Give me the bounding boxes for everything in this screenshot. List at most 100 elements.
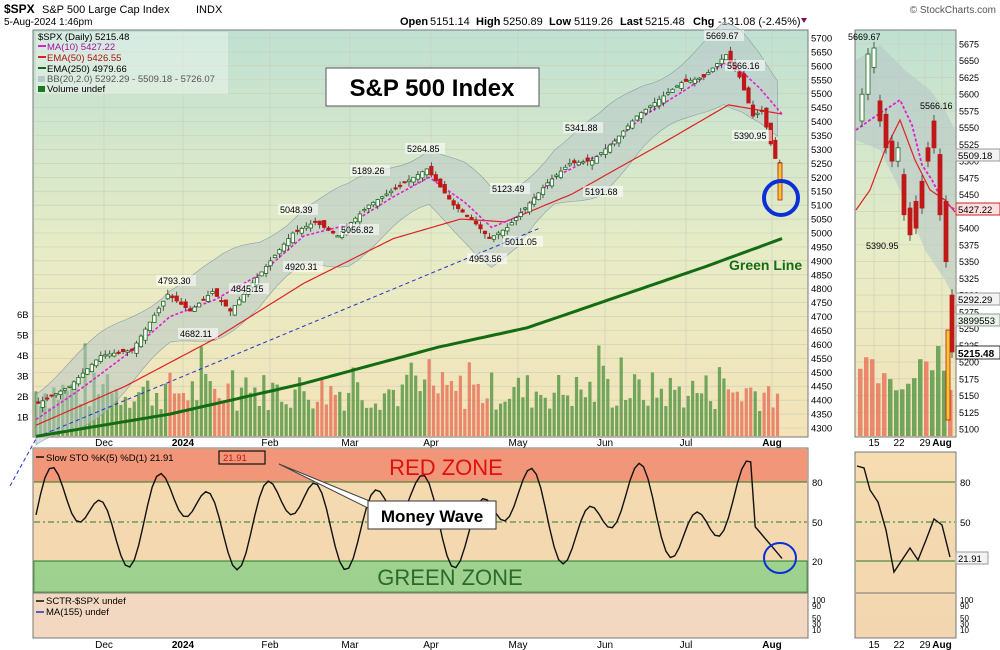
green-zone-label: GREEN ZONE [377, 565, 522, 590]
zoom-label-peak: 5669.67 [848, 32, 881, 42]
volume-bar [266, 410, 270, 436]
volume-tick-label: 5B [17, 331, 29, 342]
zoom-x-label: 15 [868, 438, 880, 449]
candle-body [469, 217, 474, 220]
volume-tick-label: 3B [17, 372, 29, 383]
candle-body [585, 157, 590, 162]
volume-bar [601, 365, 605, 436]
candle-body [514, 217, 519, 222]
volume-bar [592, 401, 596, 436]
candle-body [429, 165, 434, 176]
volume-bar [579, 389, 583, 436]
money-wave-box [367, 500, 497, 530]
candle-body [192, 306, 197, 312]
candle-body [161, 300, 166, 307]
candle-body [219, 300, 224, 303]
low-label: Low [549, 16, 571, 28]
price-label: 4845.15 [231, 284, 264, 294]
candle-body [496, 232, 501, 236]
zoom-sctr-tick-label: 30 [960, 620, 969, 629]
price-label: 5123.49 [492, 184, 525, 194]
zoom-candle [877, 100, 883, 122]
candle-body [357, 213, 362, 223]
green-zone [33, 560, 808, 593]
volume-bar [543, 397, 547, 436]
candle-body [196, 302, 202, 308]
candle-body [322, 220, 327, 228]
volume-bar [565, 395, 570, 436]
candle-body [389, 190, 394, 194]
volume-bar [431, 385, 436, 436]
candle-body [165, 293, 170, 300]
candle-body [121, 348, 126, 352]
volume-bar [342, 410, 346, 436]
candle-body [616, 135, 622, 144]
volume-bar [114, 389, 119, 436]
zoom-x-label: 15 [868, 640, 880, 650]
candle-body [500, 229, 505, 237]
zoom-candle [895, 147, 901, 162]
candle-body [40, 400, 45, 408]
price-labels: 4793.30 4682.11 5048.39 4845.15 4920.31 5189.… [156, 30, 772, 339]
candle-body [62, 388, 68, 391]
volume-bar [409, 362, 413, 436]
volume-bar [297, 377, 302, 436]
candle-body [228, 308, 233, 312]
volume-bar [387, 389, 391, 436]
candle-body [290, 232, 295, 244]
price-tick-label: 4900 [811, 256, 832, 267]
volume-bar [668, 377, 672, 436]
zoom-stoch-50: 50 [960, 518, 971, 529]
candle-body [76, 377, 81, 385]
sctr-tick-label: 90 [812, 602, 821, 611]
volume-bar [494, 409, 498, 436]
candle-body [764, 107, 769, 128]
zoom-candles [859, 42, 955, 421]
volume-bar [427, 359, 431, 436]
legend-volume: Volume undef [47, 84, 105, 95]
candle-body [456, 204, 461, 210]
price-tick-label: 5550 [811, 75, 832, 86]
volume-tick-label: 1B [17, 413, 29, 424]
zoom-x-label: 22 [893, 438, 905, 449]
candle-body [174, 295, 179, 302]
candle-body [420, 171, 425, 179]
candle-body [759, 109, 764, 112]
sctr-tick-label: 10 [812, 626, 821, 635]
volume-bar [369, 407, 373, 436]
volume-bar [141, 386, 145, 436]
candle-body [330, 230, 336, 234]
zoom-price-tick-label: 5525 [959, 140, 979, 150]
candle-body [438, 178, 443, 188]
candle-body [549, 178, 555, 187]
price-legend: $SPX (Daily) 5215.48 MA(10) 5427.22 EMA(… [36, 32, 228, 95]
volume-bar [574, 376, 579, 436]
x-label: Jun [597, 640, 613, 650]
volume-bar [749, 387, 753, 436]
candle-body [183, 301, 188, 309]
candle-body [201, 298, 206, 301]
candle-body [612, 140, 617, 145]
zoom-value-tags: 5509.18 5427.22 5292.29 3899553 5215.48 [955, 148, 1000, 360]
sctr-tick-label: 30 [812, 620, 821, 629]
volume-bar [199, 346, 203, 436]
candle-body [639, 112, 644, 119]
volume-bar [588, 381, 592, 436]
candle-body [214, 288, 220, 297]
zoom-sctr-tick-label: 100 [960, 596, 974, 605]
candle-body [125, 350, 130, 353]
volume-bar [758, 410, 762, 436]
candle-body [134, 342, 139, 354]
zoom-price-tick-label: 5150 [959, 391, 979, 401]
volume-bar [713, 408, 717, 436]
highlight-circle-price [762, 179, 800, 217]
volume-bar [445, 384, 449, 436]
candle-body [71, 381, 77, 390]
high-value: 5250.89 [503, 16, 543, 28]
zoom-price-tick-label: 5250 [959, 324, 979, 334]
volume-bar [583, 397, 588, 436]
candle-body [393, 187, 398, 190]
volume-bar [280, 401, 284, 436]
stoch-level-50: 50 [812, 518, 823, 529]
